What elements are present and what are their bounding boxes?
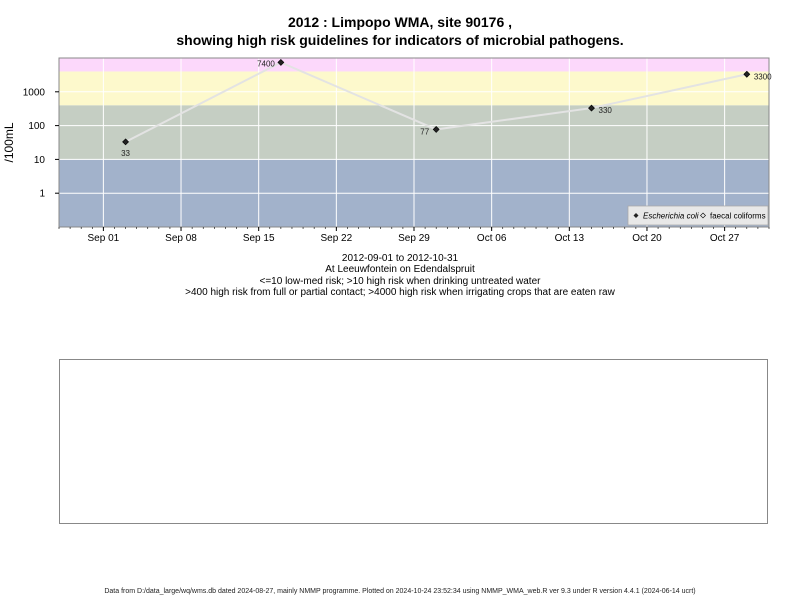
x-tick-label-5: Oct 06 bbox=[477, 233, 507, 244]
x-tick-label-8: Oct 27 bbox=[710, 233, 740, 244]
y-tick-label-0: 1 bbox=[39, 189, 45, 200]
y-axis-label: /100mL bbox=[2, 122, 16, 162]
data-label-0-2: 77 bbox=[420, 127, 429, 136]
data-point-0-3 bbox=[588, 104, 595, 112]
data-point-0-0 bbox=[122, 138, 129, 146]
chart-title-line2: showing high risk guidelines for indicat… bbox=[176, 32, 624, 48]
y-tick-label-1: 10 bbox=[34, 155, 46, 166]
data-label-0-3: 330 bbox=[599, 106, 613, 115]
x-tick-label-1: Sep 08 bbox=[165, 233, 197, 244]
y-tick-label-2: 100 bbox=[28, 121, 45, 132]
data-label-0-4: 3300 bbox=[754, 72, 772, 81]
subtitle-location: At Leeuwfontein on Edendalspruit bbox=[325, 264, 475, 275]
chart-title-line1: 2012 : Limpopo WMA, site 90176 , bbox=[287, 14, 513, 30]
data-point-0-1 bbox=[277, 58, 285, 66]
y-tick-label-3: 1000 bbox=[23, 87, 46, 98]
legend-box bbox=[627, 205, 769, 226]
subtitle-guideline-1: <=10 low-med risk; >10 high risk when dr… bbox=[259, 276, 541, 287]
x-tick-label-2: Sep 15 bbox=[243, 233, 275, 244]
legend-label-1: faecal coliforms bbox=[710, 212, 766, 221]
x-tick-label-0: Sep 01 bbox=[88, 233, 120, 244]
subtitle-guideline-2: >400 high risk from full or partial cont… bbox=[185, 287, 615, 298]
legend-label-0: Escherichia coli bbox=[643, 212, 699, 221]
x-tick-label-6: Oct 13 bbox=[555, 233, 585, 244]
data-point-0-2 bbox=[432, 126, 440, 133]
empty-plot-panel bbox=[59, 359, 768, 524]
legend-marker-1 bbox=[700, 212, 706, 219]
footer-note: Data from D:/data_large/wq/wms.db dated … bbox=[104, 588, 696, 595]
data-point-0-4 bbox=[743, 70, 751, 78]
data-label-0-0: 33 bbox=[121, 149, 130, 158]
legend-marker-0 bbox=[633, 213, 639, 218]
data-label-0-1: 7400 bbox=[257, 59, 275, 68]
subtitle-date-range: 2012-09-01 to 2012-10-31 bbox=[341, 253, 459, 264]
chart-svg: Sep 01 Sep 08 Sep 15 Sep 22 Sep 29 Oct 06 Oct … bbox=[2, 57, 772, 244]
x-tick-label-4: Sep 29 bbox=[398, 233, 430, 244]
x-tick-label-3: Sep 22 bbox=[320, 233, 352, 244]
x-tick-label-7: Oct 20 bbox=[632, 233, 662, 244]
